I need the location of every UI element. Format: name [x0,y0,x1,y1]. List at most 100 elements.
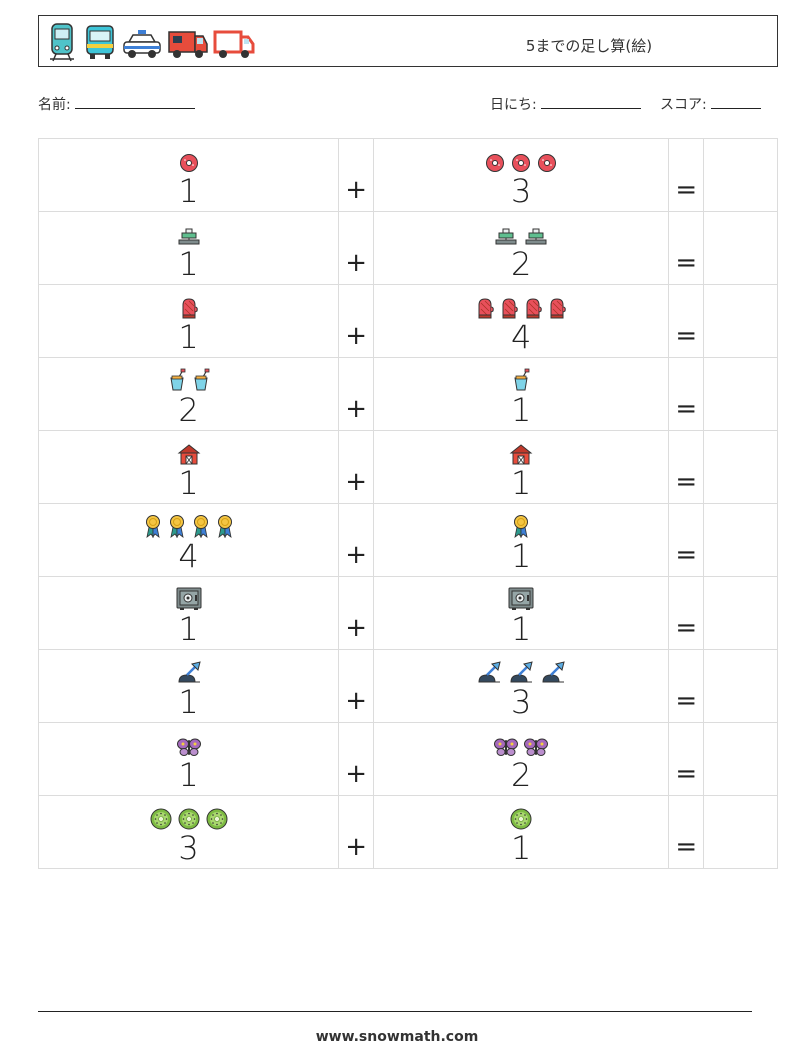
medal-icon [192,514,210,538]
equals-sign: = [675,540,698,570]
equals-sign: = [675,321,698,351]
equals-sign: = [675,686,698,716]
problem-row: 2 +1 = [37,357,778,431]
answer-box[interactable] [703,138,778,212]
plus-cell: + [338,795,375,869]
addend-a-cell: 4 [37,503,340,577]
safe-icon [176,587,202,611]
addend-b-icons [374,731,668,757]
camper-van-icon [168,31,208,58]
problem-row: 4 +1 = [37,503,778,577]
addend-b-icons [374,293,668,319]
problem-row: 1 +3 = [37,138,778,212]
plus-cell: + [338,357,375,431]
addend-b-cell: 1 [373,430,670,504]
score-field[interactable]: スコア: [660,94,762,114]
addend-a-cell: 1 [37,284,340,358]
stapler-icon [524,226,548,246]
oven-mitt-icon [500,297,518,319]
addend-a: 1 [178,756,199,794]
plus-sign: + [345,394,368,424]
safe-icon [508,587,534,611]
addend-a-cell: 1 [37,138,340,212]
addend-a-icons [39,585,338,611]
oven-mitt-icon [524,297,542,319]
problem-row: 1 +1 = [37,430,778,504]
plus-sign: + [345,467,368,497]
addend-b-cell: 1 [373,357,670,431]
name-blank[interactable] [75,94,196,109]
problem-row: 1 +2 = [37,211,778,285]
problem-row: 1 +2 = [37,722,778,796]
addend-b-icons [374,658,668,684]
addend-b-icons [374,512,668,538]
plus-cell: + [338,576,375,650]
addend-b: 3 [511,172,532,210]
plus-sign: + [345,832,368,862]
donut-icon [537,153,557,173]
plus-cell: + [338,211,375,285]
addend-a: 1 [178,683,199,721]
equals-sign: = [675,467,698,497]
addend-a-icons [39,731,338,757]
addend-a-icons [39,512,338,538]
problem-row: 3 +1 = [37,795,778,869]
equals-cell: = [668,576,705,650]
date-blank[interactable] [541,94,642,109]
oven-mitt-icon [548,297,566,319]
addend-b: 1 [511,537,532,575]
kiwi-icon [206,808,228,830]
score-blank[interactable] [711,94,762,109]
equals-sign: = [675,759,698,789]
answer-box[interactable] [703,430,778,504]
addend-a: 4 [178,537,199,575]
equals-cell: = [668,722,705,796]
addend-a-icons [39,658,338,684]
equals-sign: = [675,248,698,278]
name-field[interactable]: 名前: [38,94,196,114]
addend-b-icons [374,804,668,830]
addend-a: 1 [178,318,199,356]
problem-row: 1 +4 = [37,284,778,358]
plus-sign: + [345,248,368,278]
barn-icon [177,443,201,465]
addend-b: 1 [511,391,532,429]
date-field[interactable]: 日にち: [490,94,642,114]
answer-box[interactable] [703,284,778,358]
sand-bucket-icon [168,368,186,392]
answer-box[interactable] [703,649,778,723]
addend-b: 2 [511,245,532,283]
desk-lamp-icon [476,660,502,684]
equals-cell: = [668,795,705,869]
answer-box[interactable] [703,722,778,796]
plus-sign: + [345,759,368,789]
addend-b-cell: 1 [373,503,670,577]
addend-a-icons [39,366,338,392]
equals-cell: = [668,211,705,285]
equals-sign: = [675,394,698,424]
equals-cell: = [668,357,705,431]
addend-a: 1 [178,610,199,648]
problem-row: 1 +3 = [37,649,778,723]
addend-a-cell: 2 [37,357,340,431]
addend-a-cell: 1 [37,211,340,285]
answer-box[interactable] [703,795,778,869]
plus-sign: + [345,686,368,716]
medal-icon [144,514,162,538]
medal-icon [168,514,186,538]
problem-row: 1 +1 = [37,576,778,650]
addend-a-cell: 1 [37,576,340,650]
addend-a-icons [39,439,338,465]
answer-box[interactable] [703,211,778,285]
addend-a-cell: 1 [37,722,340,796]
kiwi-icon [150,808,172,830]
butterfly-icon [176,737,201,757]
header-icons [45,22,255,62]
donut-icon [485,153,505,173]
answer-box[interactable] [703,357,778,431]
addend-a: 2 [178,391,199,429]
header-box: 5までの足し算(絵) [38,15,778,67]
answer-box[interactable] [703,576,778,650]
answer-box[interactable] [703,503,778,577]
addend-a: 1 [178,172,199,210]
